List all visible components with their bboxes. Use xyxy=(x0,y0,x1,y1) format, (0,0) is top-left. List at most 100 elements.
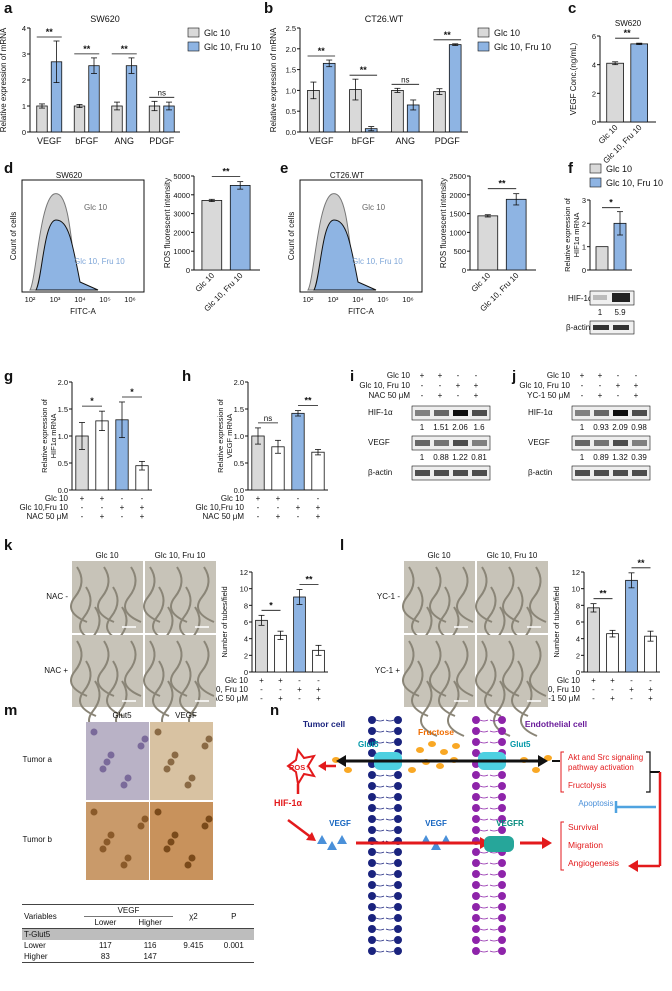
treatment-sign: + xyxy=(120,503,125,512)
treatment-sign: + xyxy=(276,512,281,521)
lipid-head xyxy=(472,848,480,856)
table-cell: 83 xyxy=(100,952,110,961)
lipid-head xyxy=(368,903,376,911)
tube-structure xyxy=(429,566,447,623)
bar xyxy=(606,62,624,123)
treatment-label: NAC 50 μM xyxy=(26,512,68,521)
y-axis-label: VEGF mRNA xyxy=(225,414,234,459)
treatment-sign: - xyxy=(617,371,620,380)
treatment-sign: + xyxy=(316,512,321,521)
treatment-sign: + xyxy=(598,371,603,380)
bar xyxy=(291,412,305,491)
bar xyxy=(630,43,648,123)
tube-structure xyxy=(70,566,88,623)
ihc-table: Variables VEGF χ2 P Lower Higher T-Glut5… xyxy=(22,904,254,963)
blot-band xyxy=(434,440,449,446)
lipid-head xyxy=(368,892,376,900)
flow-title: SW620 xyxy=(56,171,83,180)
ihc-nucleus xyxy=(201,742,209,750)
significance-label: ** xyxy=(305,575,313,585)
bracket xyxy=(560,821,564,871)
y-axis-label: Number of tubes/field xyxy=(552,586,561,657)
lipid-head xyxy=(394,870,402,878)
treatment-sign: + xyxy=(140,512,145,521)
lipid-tail xyxy=(479,939,489,942)
ihc-nucleus xyxy=(107,831,115,839)
arrow xyxy=(287,819,313,839)
lipid-tail xyxy=(489,851,499,854)
flow-tick-label: 10⁶ xyxy=(402,295,413,304)
y-tick-label: 1 xyxy=(582,243,586,252)
lipid-tail xyxy=(489,862,499,865)
micro-col-label: Glc 10 xyxy=(427,551,451,560)
y-axis-label: VEGF Conc.(ng/mL) xyxy=(569,42,578,115)
table-cell: 117 xyxy=(98,941,112,950)
bar xyxy=(587,607,600,673)
treatment-sign: - xyxy=(297,494,300,503)
treatment-sign: + xyxy=(474,381,479,390)
legend-swatch-glc xyxy=(589,163,602,174)
panel-label-k: k xyxy=(4,537,13,554)
ihc-nucleus xyxy=(99,845,107,853)
lipid-head xyxy=(472,804,480,812)
table-cell: 9.415 xyxy=(183,941,204,950)
table-cell xyxy=(214,951,254,963)
lipid-tail xyxy=(489,829,499,832)
lipid-tail xyxy=(385,785,395,788)
lipid-tail xyxy=(375,917,385,920)
ihc-nucleus xyxy=(184,781,192,789)
lipid-tail xyxy=(479,741,489,744)
lipid-head xyxy=(368,870,376,878)
ihc-nucleus xyxy=(201,822,209,830)
y-tick-label: 500 xyxy=(453,247,466,256)
lipid-tail xyxy=(479,873,489,876)
lipid-head xyxy=(394,936,402,944)
treatment-sign: - xyxy=(635,371,638,380)
lipid-tail xyxy=(479,895,489,898)
blot-band xyxy=(453,410,468,416)
lipid-tail xyxy=(479,796,489,799)
chart-title: CT26.WT xyxy=(365,14,404,24)
tube-structure xyxy=(511,660,529,717)
ihc-image xyxy=(86,802,149,880)
ihc-nucleus xyxy=(167,758,175,766)
y-tick-label: 10 xyxy=(572,585,580,594)
panel-label-m: m xyxy=(4,702,18,719)
blot-band xyxy=(613,440,628,446)
y-tick-label: 2500 xyxy=(449,172,466,181)
lipid-tail xyxy=(489,774,499,777)
treatment-sign: - xyxy=(617,391,620,400)
lipid-head xyxy=(368,804,376,812)
y-tick-label: 4 xyxy=(576,635,580,644)
lipid-head xyxy=(472,925,480,933)
lipid-head xyxy=(498,925,506,933)
lipid-head xyxy=(498,914,506,922)
blot-band xyxy=(593,325,609,330)
ihc-nucleus xyxy=(103,758,111,766)
ihc-nucleus xyxy=(171,831,179,839)
treatment-sign: + xyxy=(634,391,639,400)
table-group: T-Glut5 xyxy=(24,930,51,939)
lipid-tail xyxy=(489,939,499,942)
arrow-head xyxy=(628,860,638,872)
micro-col-label: Glc 10 xyxy=(95,551,119,560)
y-tick-label: 2 xyxy=(592,89,596,98)
treatment-sign: + xyxy=(80,494,85,503)
y-tick-label: 1000 xyxy=(449,228,466,237)
blot-quant: 0.93 xyxy=(593,423,609,432)
blot-quant: 0.88 xyxy=(433,453,449,462)
treatment-sign: - xyxy=(317,494,320,503)
lipid-tail xyxy=(489,785,499,788)
treatment-sign: + xyxy=(648,694,653,703)
lipid-tail xyxy=(375,851,385,854)
treatment-label: Glc 10 xyxy=(557,676,581,685)
lipid-head xyxy=(498,826,506,834)
y-tick-label: 0.5 xyxy=(286,107,296,116)
lipid-tail xyxy=(479,807,489,810)
blot-quant: 2.06 xyxy=(452,423,468,432)
treatment-label: Glc 10 xyxy=(221,494,245,503)
ihc-image xyxy=(86,722,149,800)
blot-quant: 1.6 xyxy=(473,423,485,432)
blot-band xyxy=(472,440,487,446)
lipid-tail xyxy=(375,719,385,722)
